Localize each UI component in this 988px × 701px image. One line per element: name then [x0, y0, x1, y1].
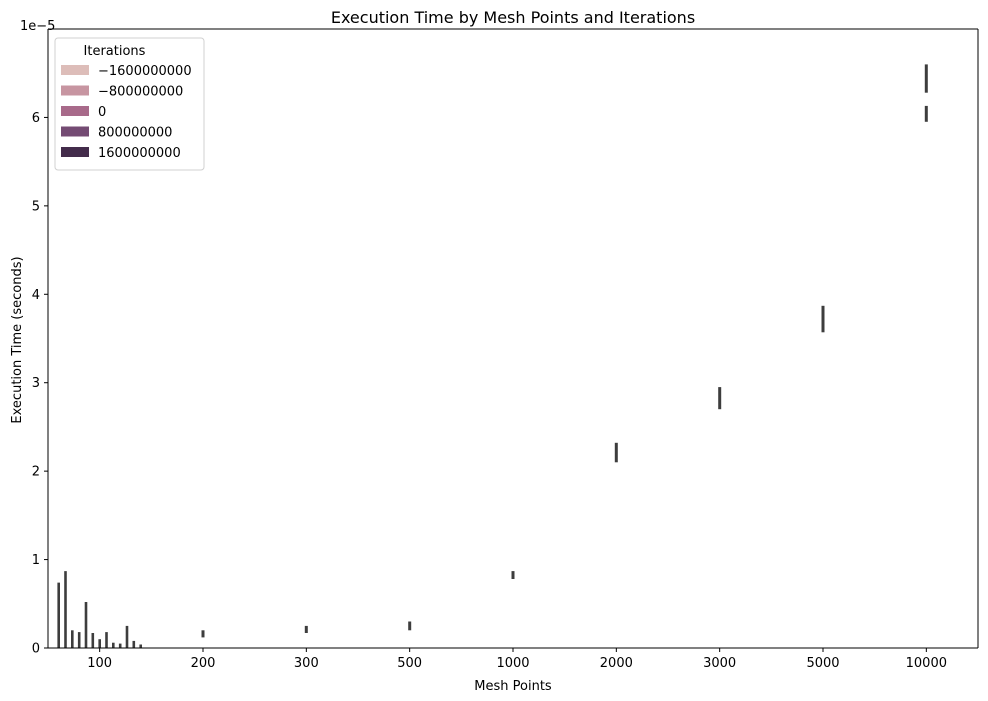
y-tick-label: 2: [32, 465, 40, 480]
y-offset-label: 1e−5: [20, 19, 55, 34]
legend-entry-label: 1600000000: [98, 146, 181, 161]
x-tick-label: 1000: [496, 656, 529, 671]
y-tick-label: 4: [32, 288, 40, 303]
x-tick-label: 3000: [703, 656, 736, 671]
y-tick-label: 6: [32, 111, 40, 126]
legend-swatch: [61, 85, 89, 96]
legend-entry-label: −1600000000: [98, 64, 192, 79]
y-tick-label: 1: [32, 553, 40, 568]
legend-title: Iterations: [84, 44, 146, 59]
legend-entry-label: 800000000: [98, 126, 172, 141]
x-axis-label: Mesh Points: [474, 679, 552, 694]
x-axis: 100 200 300 500 1000 2000 3000 5000 10000: [87, 648, 947, 671]
x-tick-label: 300: [294, 656, 319, 671]
y-tick-label: 3: [32, 376, 40, 391]
legend-swatch: [61, 106, 89, 116]
x-tick-label: 5000: [806, 656, 839, 671]
legend-swatch: [61, 126, 89, 137]
legend: Iterations −1600000000 −800000000 0 80000000…: [54, 37, 205, 171]
x-tick-label: 500: [397, 656, 422, 671]
y-axis: 0 1 2 3 4 5 6: [32, 111, 48, 657]
chart-title: Execution Time by Mesh Points and Iterat…: [331, 8, 695, 27]
x-tick-label: 200: [191, 656, 216, 671]
legend-frame: [54, 37, 205, 171]
y-tick-label: 0: [32, 642, 40, 657]
legend-swatch: [61, 65, 89, 75]
x-tick-label: 2000: [600, 656, 633, 671]
legend-entry-label: 0: [98, 105, 106, 120]
x-tick-label: 100: [87, 656, 112, 671]
legend-entry-label: −800000000: [98, 85, 183, 100]
y-tick-label: 5: [32, 199, 40, 214]
y-axis-label: Execution Time (seconds): [10, 256, 25, 423]
legend-swatch: [61, 147, 89, 157]
x-tick-label: 10000: [906, 656, 947, 671]
